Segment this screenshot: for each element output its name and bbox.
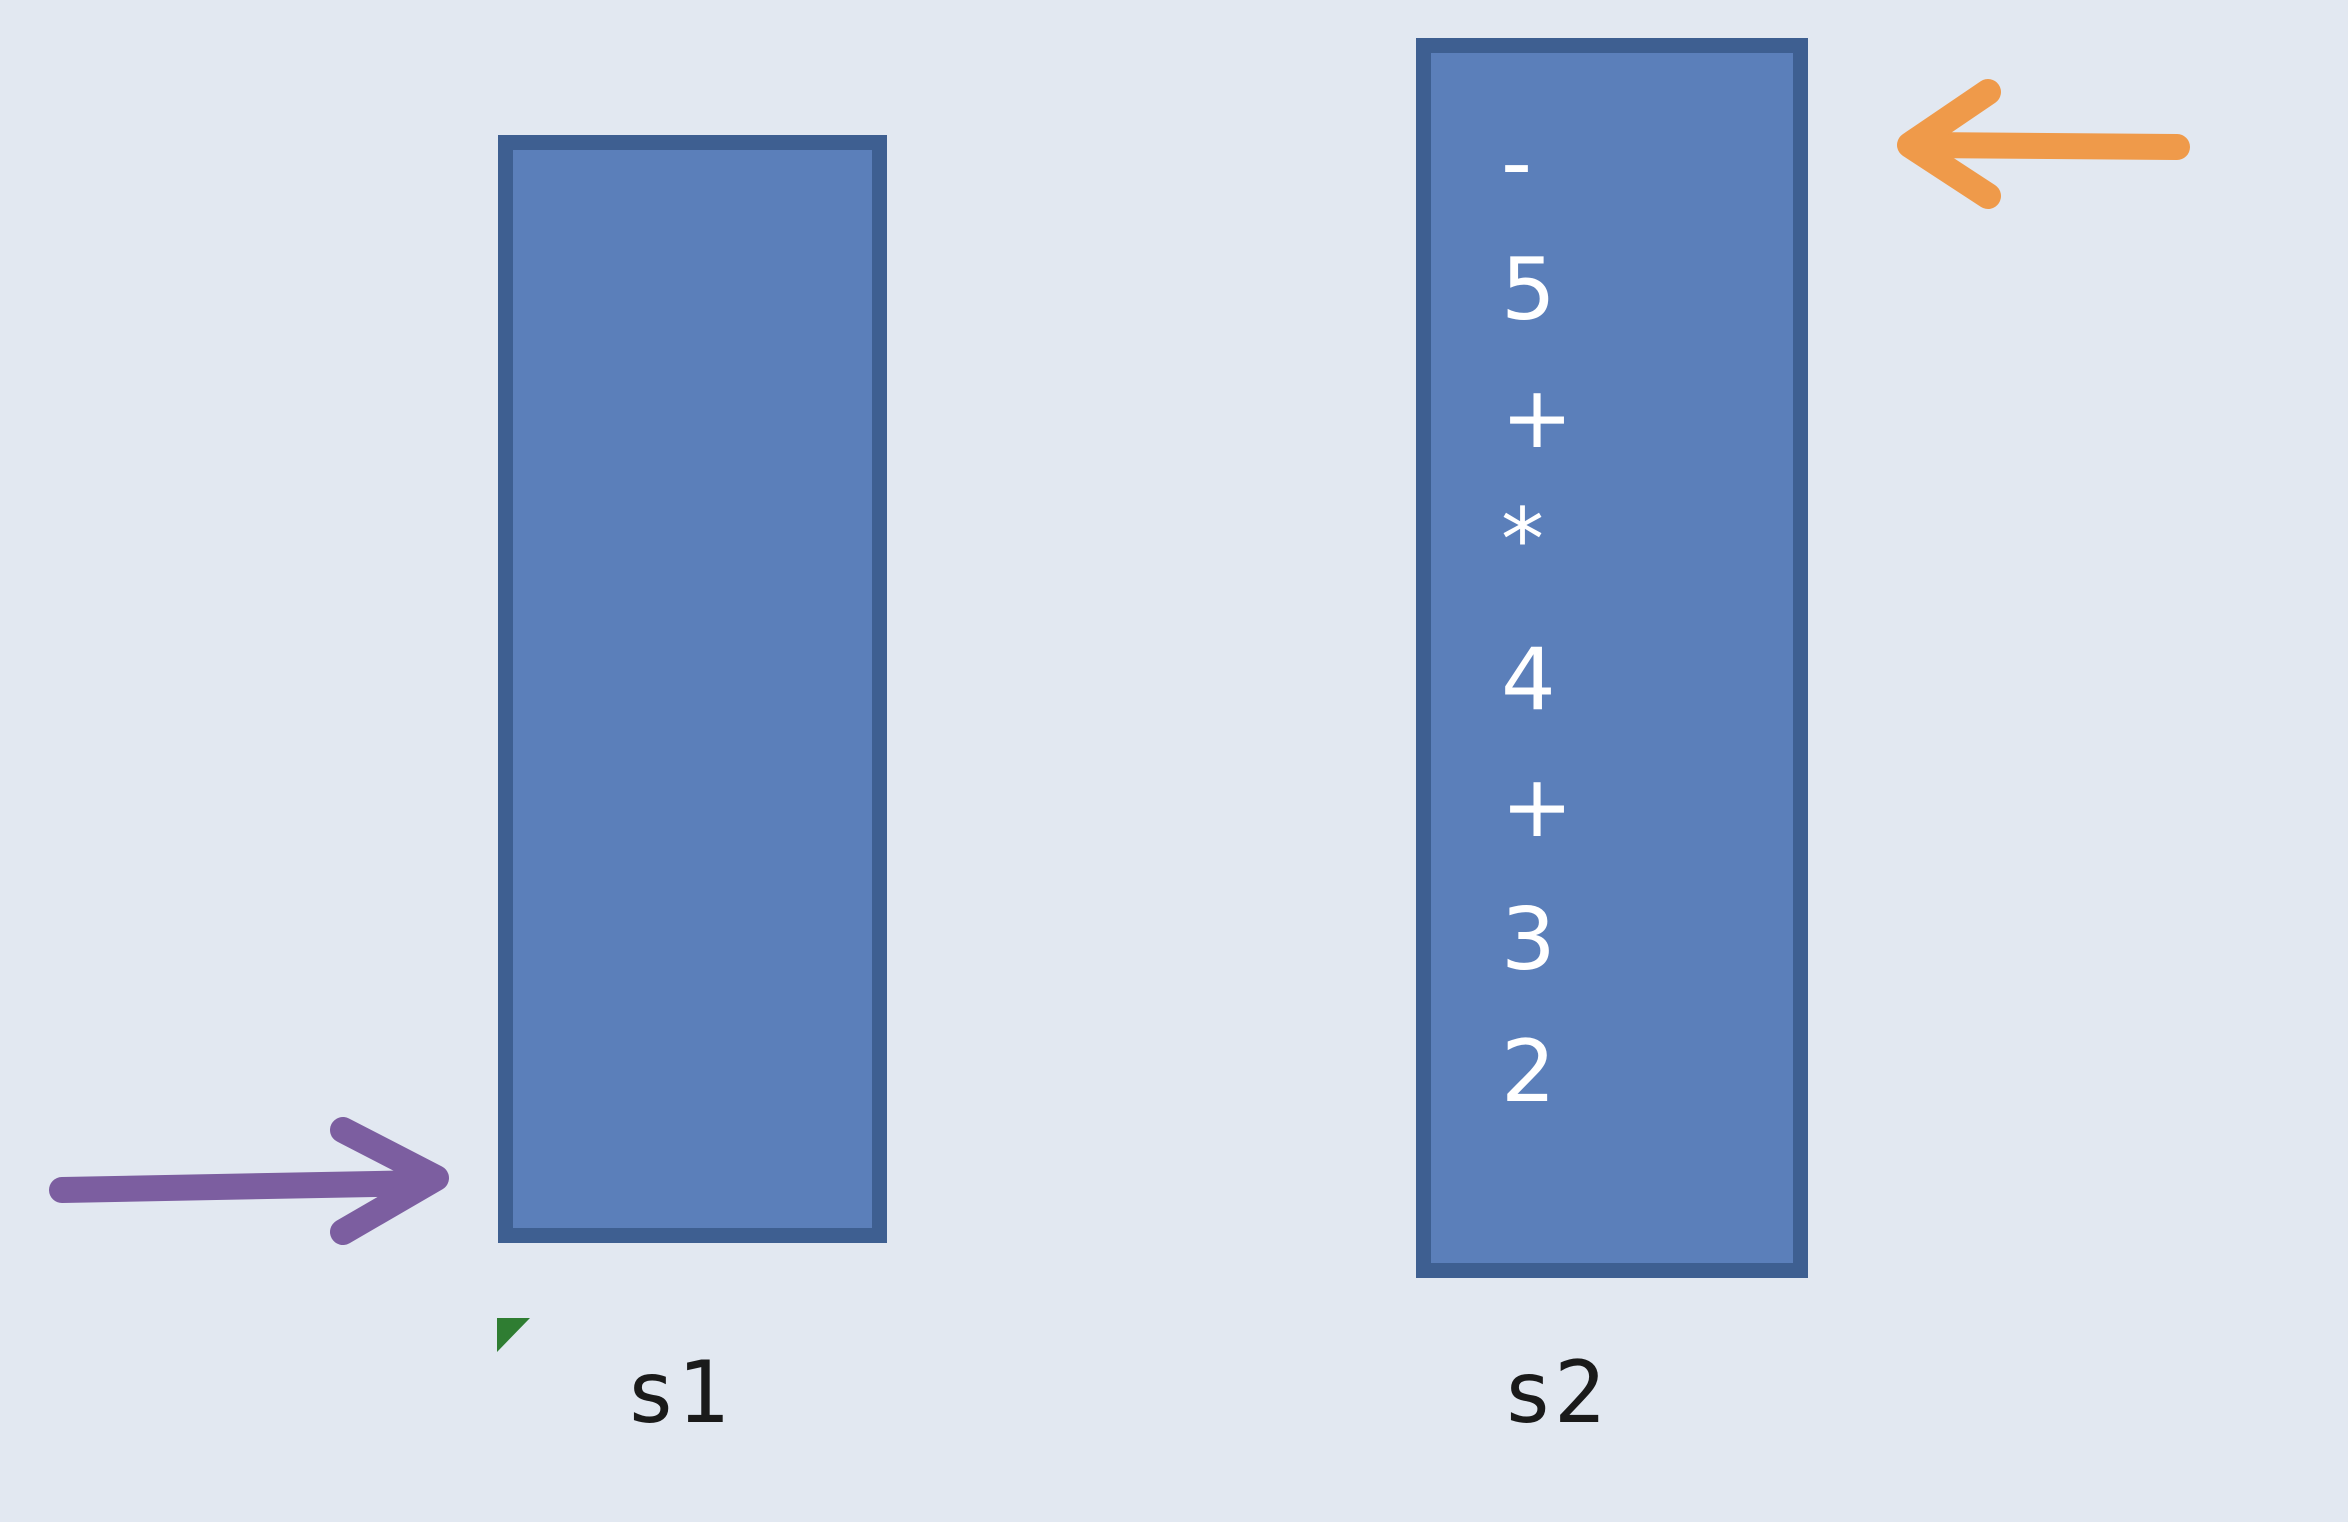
stack-s2-item: -	[1501, 113, 1533, 213]
stack-s2: - 5 + * 4 + 3 2	[1416, 38, 1808, 1278]
stack-s1	[498, 135, 887, 1243]
stack-s2-label: s2	[1502, 1343, 1606, 1443]
stack-s2-item: *	[1501, 490, 1544, 590]
stack-s2-item: 2	[1501, 1022, 1556, 1122]
purple-arrow-head	[330, 1117, 449, 1245]
purple-arrow-shaft	[49, 1170, 438, 1203]
stack-s2-item: 3	[1501, 890, 1556, 990]
stack-s2-items: - 5 + * 4 + 3 2	[1431, 53, 1793, 1263]
stack-s1-label: s1	[625, 1343, 729, 1443]
stack-s2-item: 5	[1501, 240, 1556, 340]
purple-arrow	[49, 1117, 449, 1245]
stack-s2-item: +	[1501, 757, 1574, 857]
orange-arrow	[1897, 79, 2190, 209]
stack-s1-items	[513, 150, 872, 1228]
green-corner-marker	[497, 1318, 530, 1352]
stack-s2-item: +	[1501, 368, 1574, 468]
orange-arrow-head	[1897, 79, 2001, 209]
stack-s2-item: 4	[1501, 630, 1556, 730]
orange-arrow-shaft	[1909, 132, 2190, 160]
